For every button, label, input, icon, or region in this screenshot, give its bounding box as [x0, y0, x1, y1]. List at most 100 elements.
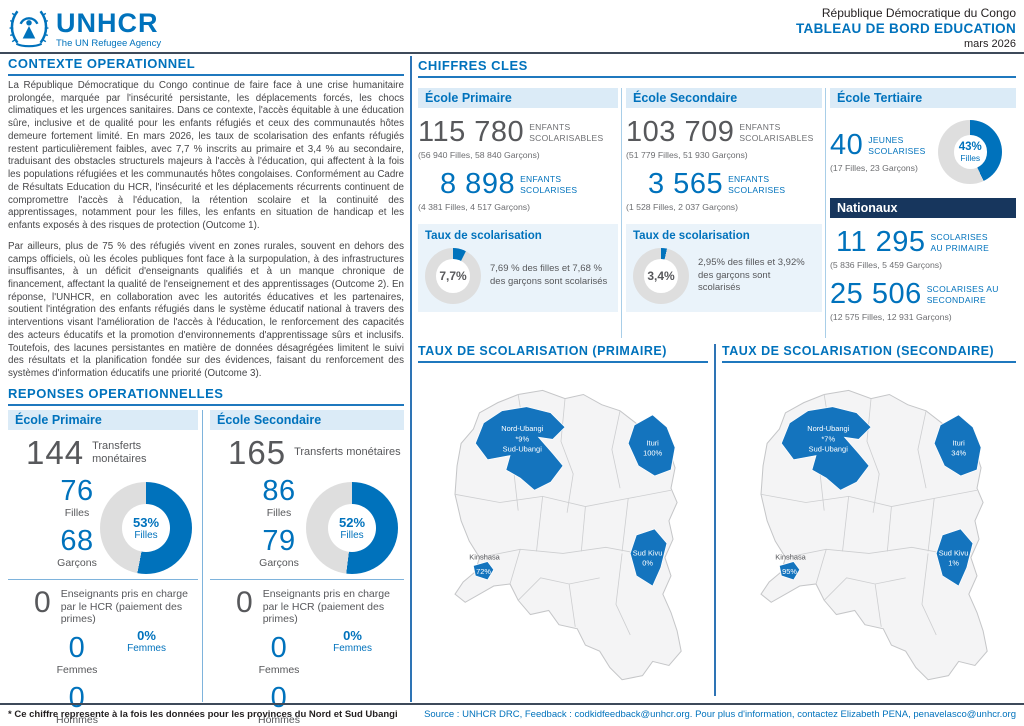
- men-count: 0: [68, 681, 86, 714]
- section-divider: [8, 579, 198, 580]
- secondary-eligible-detail: (51 779 Filles, 51 930 Garçons): [626, 150, 748, 160]
- drc-map-secondary: Nord-Ubangi *7% Sud-Ubangi Ituri 34% Sud…: [760, 389, 988, 681]
- primary-rate-pct: 7,7%: [439, 269, 467, 283]
- maps-divider: [714, 344, 716, 696]
- map-primary: Nord-Ubangi *9% Sud-Ubangi Ituri 100% Su…: [418, 368, 708, 694]
- boys-label: Garçons: [57, 557, 97, 569]
- tertiary-detail: (17 Filles, 23 Garçons): [830, 163, 918, 173]
- primary-rate-card: Taux de scolarisation 7,7% 7,69 % des fi…: [418, 224, 618, 312]
- primary-enrolled-count: 8 898: [440, 168, 516, 200]
- key-figures-secondary-card: École Secondaire 103 709 ENFANTS SCOLARI…: [626, 88, 822, 312]
- kinshasa-label-value: 95%: [782, 567, 797, 576]
- region-kinshasa: [778, 561, 801, 581]
- women-share: 0% Femmes: [127, 628, 166, 654]
- ubangi-label-line1: Nord-Ubangi: [501, 424, 543, 433]
- kinshasa-label-name: Kinshasa: [775, 553, 806, 562]
- ituri-label-value: 34%: [951, 449, 966, 458]
- teachers-count: 0: [236, 586, 253, 619]
- boys-count: 68: [60, 525, 94, 557]
- header-country: République Démocratique du Congo: [821, 6, 1016, 20]
- page-title: TABLEAU DE BORD EDUCATION: [796, 21, 1016, 36]
- map-secondary: Nord-Ubangi *7% Sud-Ubangi Ituri 34% Sud…: [722, 368, 1016, 694]
- women-share-sub: Femmes: [333, 643, 372, 654]
- girls-share-donut: 52% Filles: [306, 482, 398, 574]
- ubangi-label-line2: Sud-Ubangi: [503, 445, 543, 454]
- nationals-primary-detail: (5 836 Filles, 5 459 Garçons): [830, 260, 943, 270]
- secondary-rate-title: Taux de scolarisation: [633, 230, 750, 242]
- ubangi-label-line1: Nord-Ubangi: [807, 424, 849, 433]
- responses-primary-column: École Primaire 144 Transferts monétaires…: [8, 410, 198, 726]
- nationals-secondary-count: 25 506: [830, 278, 922, 310]
- primary-eligible-label: ENFANTS SCOLARISABLES: [529, 121, 604, 143]
- header-divider: [0, 52, 1024, 54]
- footer-source: Source : UNHCR DRC, Feedback : codkidfee…: [424, 709, 1016, 720]
- women-label: Femmes: [258, 663, 300, 676]
- women-share-pct: 0%: [137, 628, 156, 643]
- ubangi-label-value: *7%: [821, 434, 835, 443]
- women-count: 0: [270, 631, 288, 664]
- nationals-secondary-detail: (12 575 Filles, 12 931 Garçons): [830, 312, 952, 322]
- tertiary-card-title: École Tertiaire: [830, 88, 1016, 108]
- responses-primary-title: École Primaire: [8, 410, 198, 430]
- ubangi-label-value: *9%: [515, 434, 529, 443]
- girls-label: Filles: [64, 507, 90, 519]
- women-count: 0: [68, 631, 86, 664]
- context-paragraph-1: La République Démocratique du Congo cont…: [8, 80, 404, 232]
- secondary-rate-donut: 3,4%: [633, 248, 689, 304]
- region-sud-kivu: [629, 528, 668, 587]
- main-vertical-divider: [410, 56, 412, 702]
- secondary-eligible-count: 103 709: [626, 116, 735, 148]
- tertiary-girls-pct: 43%: [958, 141, 982, 153]
- responses-secondary-title: École Secondaire: [210, 410, 404, 430]
- tertiary-girls-sub: Filles: [960, 153, 981, 163]
- women-share-sub: Femmes: [127, 643, 166, 654]
- org-tagline: The UN Refugee Agency: [56, 38, 162, 49]
- map-secondary-heading: TAUX DE SCOLARISATION (SECONDAIRE): [722, 344, 1016, 363]
- primary-eligible-detail: (56 940 Filles, 58 840 Garçons): [418, 150, 540, 160]
- girls-count: 86: [262, 475, 296, 507]
- teachers-label: Enseignants pris en charge par le HCR (p…: [262, 588, 390, 626]
- nationals-primary-label: SCOLARISES AU PRIMAIRE: [930, 231, 990, 253]
- region-ubangi: [474, 406, 566, 491]
- key-figures-divider-1: [621, 88, 622, 338]
- secondary-rate-card: Taux de scolarisation 3,4% 2,95% des fil…: [626, 224, 822, 312]
- unhcr-logo: UNHCR The UN Refugee Agency: [8, 5, 161, 54]
- primary-rate-donut: 7,7%: [425, 248, 481, 304]
- women-share: 0% Femmes: [333, 628, 372, 654]
- girls-share-pct: 53%: [132, 515, 160, 530]
- footer-note: * Ce chiffre represente à la fois les do…: [8, 709, 398, 720]
- tertiary-enrolled-count: 40: [830, 129, 864, 161]
- secondary-enrolled-detail: (1 528 Filles, 2 037 Garçons): [626, 202, 739, 212]
- teachers-label: Enseignants pris en charge par le HCR (p…: [60, 588, 188, 626]
- secondary-enrolled-label: ENFANTS SCOLARISES: [728, 173, 786, 195]
- context-paragraph-2: Par ailleurs, plus de 75 % des réfugiés …: [8, 240, 404, 380]
- kinshasa-label-name: Kinshasa: [469, 553, 500, 562]
- unhcr-emblem-icon: [8, 5, 50, 54]
- girls-count: 76: [60, 475, 94, 507]
- key-figures-heading: CHIFFRES CLES: [418, 58, 1016, 78]
- key-figures-primary-card: École Primaire 115 780 ENFANTS SCOLARISA…: [418, 88, 618, 312]
- map-primary-heading: TAUX DE SCOLARISATION (PRIMAIRE): [418, 344, 708, 363]
- teachers-count: 0: [34, 586, 51, 619]
- secondary-eligible-label: ENFANTS SCOLARISABLES: [739, 121, 814, 143]
- drc-map-primary: Nord-Ubangi *9% Sud-Ubangi Ituri 100% Su…: [454, 389, 682, 681]
- women-label: Femmes: [56, 663, 98, 676]
- responses-column-divider: [202, 410, 203, 702]
- header-titles: République Démocratique du Congo TABLEAU…: [796, 6, 1016, 52]
- secondary-rate-text: 2,95% des filles et 3,92% des garçons so…: [698, 256, 805, 294]
- sud-kivu-label-value: 0%: [642, 559, 653, 568]
- tertiary-girls-donut: 43% Filles: [938, 120, 1003, 184]
- context-heading: CONTEXTE OPERATIONNEL: [8, 56, 404, 76]
- transfers-label: Transferts monétaires: [294, 446, 401, 459]
- men-label: Hommes: [257, 713, 300, 726]
- key-figures-divider-2: [825, 88, 826, 338]
- primary-rate-title: Taux de scolarisation: [425, 230, 542, 242]
- primary-eligible-count: 115 780: [418, 116, 525, 148]
- transfers-count: 165: [228, 434, 287, 471]
- responses-heading: REPONSES OPERATIONNELLES: [8, 386, 404, 406]
- girls-share-sub: Filles: [134, 530, 158, 541]
- men-count: 0: [270, 681, 288, 714]
- secondary-card-title: École Secondaire: [626, 88, 822, 108]
- primary-enrolled-label: ENFANTS SCOLARISES: [520, 173, 578, 195]
- sud-kivu-label-name: Sud Kivu: [633, 548, 663, 557]
